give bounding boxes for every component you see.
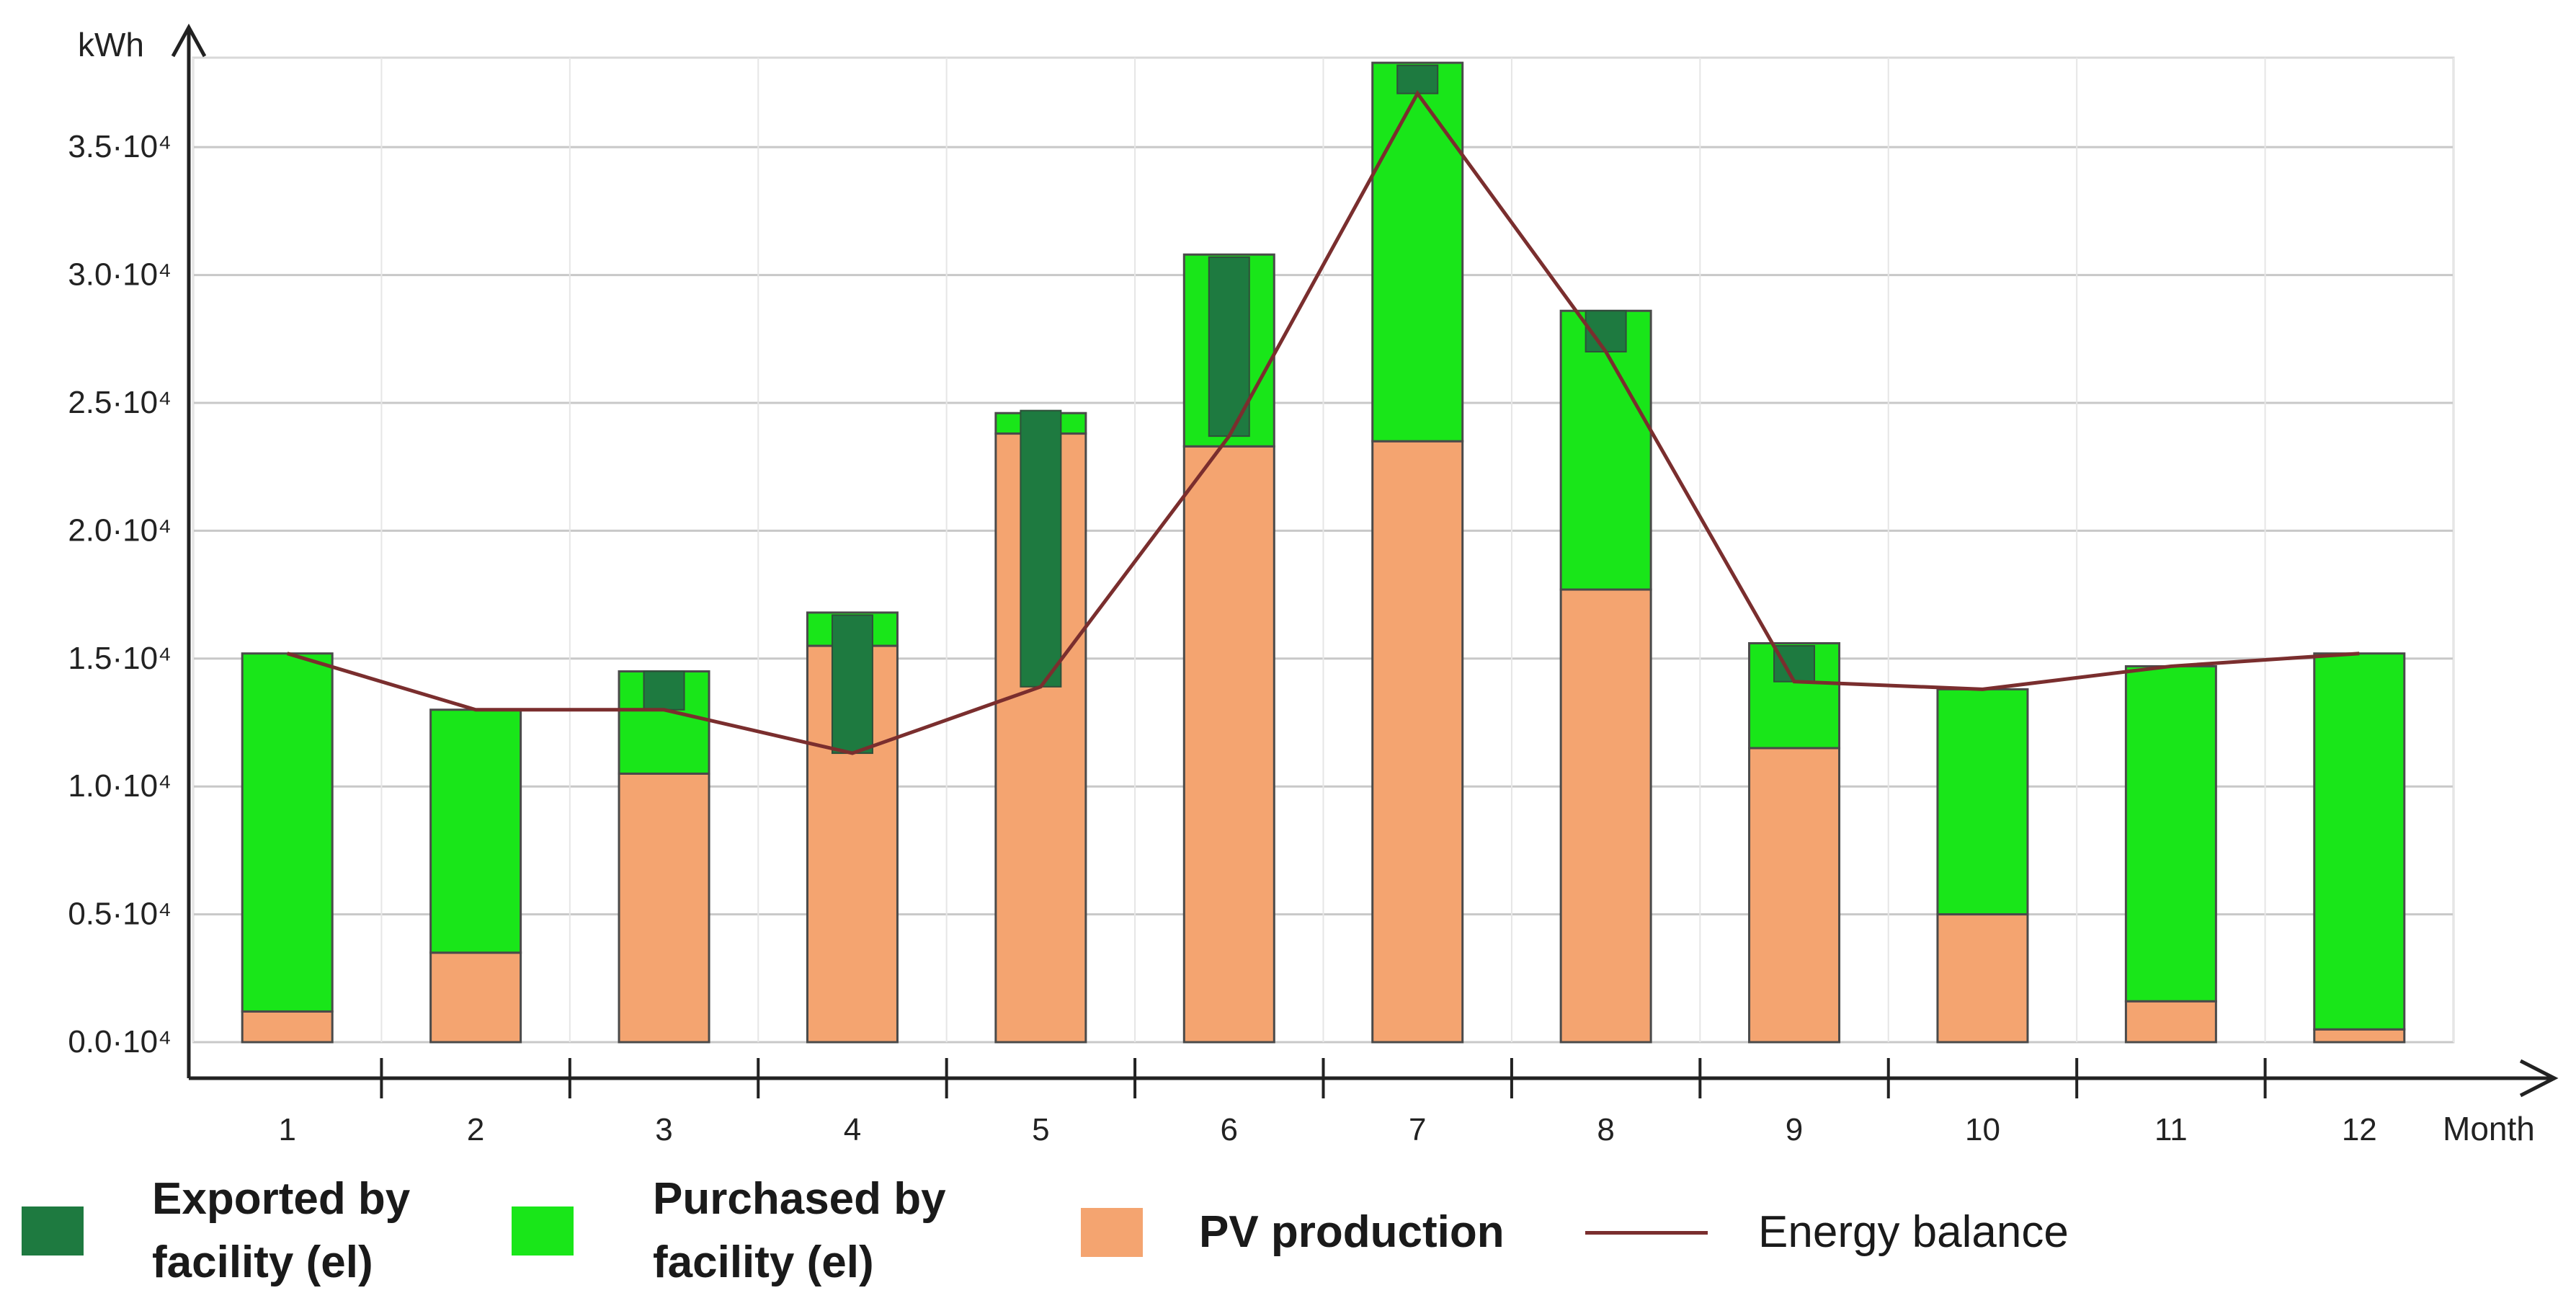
legend-label-balance: Energy balance [1758, 1207, 2069, 1257]
x-tick-label: 6 [1221, 1112, 1238, 1147]
legend-item-exported: Exported by facility (el) [22, 1168, 410, 1294]
x-tick-label: 5 [1032, 1112, 1049, 1147]
legend-label-purchased-2: facility (el) [653, 1237, 874, 1287]
bar-purchased [1371, 61, 1464, 443]
bar-pv-production [429, 951, 522, 1044]
y-tick-label: 3.0·10⁴ [68, 257, 171, 293]
legend-item-purchased: Purchased by facility (el) [512, 1168, 946, 1294]
legend-swatch-pv [1081, 1208, 1143, 1257]
axes [171, 23, 2559, 1098]
bar-exported [1396, 64, 1439, 94]
legend-item-balance: Energy balance [1585, 1201, 2069, 1264]
y-tick-labels: 0.0·10⁴ 0.5·10⁴ 1.0·10⁴ 1.5·10⁴ 2.0·10⁴ 2.5·1… [68, 129, 171, 1059]
bar-pv-production [1936, 913, 2029, 1044]
bar-pv-production [1559, 588, 1652, 1044]
x-axis-title: Month [2443, 1110, 2535, 1147]
bar-pv-production [1182, 445, 1275, 1044]
x-tick-label: 4 [844, 1112, 861, 1147]
legend-item-pv: PV production [1081, 1201, 1505, 1264]
x-tick-label: 10 [1965, 1112, 2000, 1147]
x-tick-label: 8 [1597, 1112, 1614, 1147]
legend-swatch-balance [1585, 1230, 1708, 1235]
grid-lines [192, 56, 2455, 1044]
bar-exported [1773, 645, 1816, 683]
bar-exported [643, 670, 685, 711]
energy-balance-line [286, 90, 2360, 755]
y-tick-label: 0.5·10⁴ [68, 897, 171, 932]
x-tick-label: 9 [1786, 1112, 1803, 1147]
bar-pv-production [2124, 1000, 2217, 1044]
bar-exported [831, 614, 873, 755]
bar-purchased [1936, 688, 2029, 916]
y-tick-label: 0.0·10⁴ [68, 1024, 171, 1059]
bar-purchased [2313, 652, 2406, 1031]
bar-purchased [241, 652, 334, 1013]
x-tick-label: 7 [1409, 1112, 1426, 1147]
x-tick-label: 11 [2154, 1112, 2188, 1147]
bar-exported [1020, 409, 1062, 688]
x-tick-label: 3 [655, 1112, 672, 1147]
y-tick-label: 1.5·10⁴ [68, 641, 171, 676]
bar-pv-production [1371, 440, 1464, 1044]
bars [241, 61, 2406, 1044]
y-tick-label: 1.0·10⁴ [68, 768, 171, 804]
legend-label-purchased-1: Purchased by [653, 1174, 946, 1224]
y-axis-title: kWh [78, 26, 144, 63]
bar-pv-production [1748, 747, 1841, 1044]
bar-purchased [429, 708, 522, 954]
x-tick-label: 12 [2342, 1112, 2377, 1147]
x-tick-label: 1 [278, 1112, 295, 1147]
bar-purchased [2124, 665, 2217, 1003]
bar-pv-production [618, 772, 710, 1044]
bar-exported [1208, 256, 1250, 437]
y-tick-label: 2.0·10⁴ [68, 512, 171, 548]
legend: Exported by facility (el) Purchased by f… [0, 1153, 2576, 1311]
y-tick-label: 3.5·10⁴ [68, 129, 171, 164]
chart-area: 0.0·10⁴ 0.5·10⁴ 1.0·10⁴ 1.5·10⁴ 2.0·10⁴ 2.5·1… [68, 23, 2559, 1147]
legend-swatch-exported [22, 1206, 84, 1256]
bar-purchased [1559, 309, 1652, 591]
legend-label-exported-2: facility (el) [152, 1237, 373, 1287]
bar-pv-production [2313, 1028, 2406, 1044]
legend-label-exported-1: Exported by [152, 1174, 411, 1224]
energy-balance-polyline [286, 90, 2360, 755]
x-tick-labels: 1 2 3 4 5 6 7 8 9 10 11 12 [278, 1058, 2377, 1147]
legend-label-pv: PV production [1199, 1207, 1505, 1257]
y-tick-label: 2.5·10⁴ [68, 385, 171, 420]
bar-pv-production [241, 1010, 334, 1044]
y-axis-arrow [171, 23, 207, 58]
x-tick-label: 2 [467, 1112, 484, 1147]
x-axis-arrow [2519, 1059, 2559, 1098]
legend-swatch-purchased [512, 1206, 574, 1256]
